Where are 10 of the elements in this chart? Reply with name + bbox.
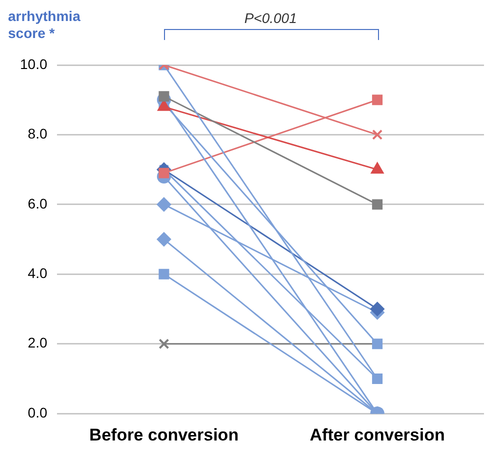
y-tick-label: 0.0 <box>28 404 48 420</box>
x-tick-label: Before conversion <box>89 425 239 444</box>
y-axis-title: arrhythmia score * <box>8 8 82 42</box>
y-tick-label: 10.0 <box>20 56 48 72</box>
text: P<0.001 <box>244 10 297 26</box>
x-tick-label: After conversion <box>310 425 445 444</box>
y-tick-label: 8.0 <box>28 126 48 142</box>
y-tick-label: 4.0 <box>28 265 48 282</box>
y-tick-label: 2.0 <box>28 334 48 351</box>
y-tick-label: 6.0 <box>28 195 48 212</box>
